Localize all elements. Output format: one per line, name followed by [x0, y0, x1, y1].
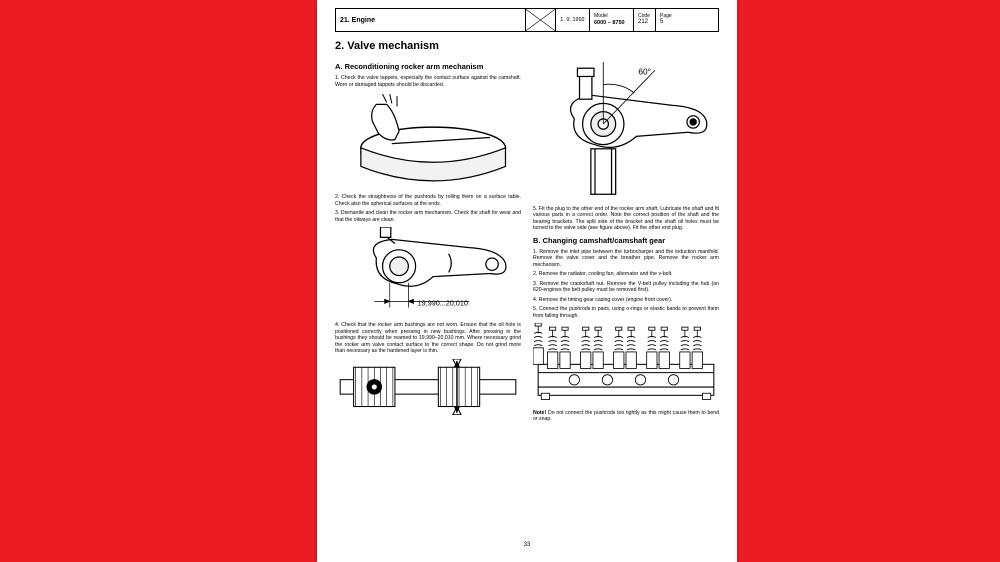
para-b4: 4. Remove the timing gear casing cover (…: [533, 297, 719, 304]
para-a5: 5. Fit the plug to the other end of the …: [533, 206, 719, 232]
note-paragraph: Note! Do not connect the pushrods too ti…: [533, 410, 719, 423]
para-b3: 3. Remove the crankshaft nut. Remove the…: [533, 281, 719, 294]
header-page: Page 5: [656, 9, 678, 31]
header-model: Model 6000 – 8750: [590, 9, 634, 31]
manual-page: 21. Engine 1. 9. 1992 Model 6000 – 8750 …: [317, 0, 737, 562]
para-a3: 3. Dismantle and clean the rocker arm me…: [335, 210, 521, 223]
para-b5: 5. Connect the pushrods in pairs, using …: [533, 306, 719, 319]
header-model-value: 6000 – 8750: [594, 20, 629, 26]
header-date: 1. 9. 1992: [556, 9, 590, 31]
page-title: 2. Valve mechanism: [335, 40, 719, 52]
figure-rocker-angle: 60°: [533, 62, 719, 202]
header-section: 21. Engine: [336, 9, 526, 31]
heading-b: B. Changing camshaft/camshaft gear: [533, 236, 719, 245]
dimension-label: 19,990...20,010: [418, 299, 468, 308]
para-a1: 1. Check the valve tappets, especially t…: [335, 75, 521, 88]
header-code: Code 212: [634, 9, 656, 31]
right-column: 60° 5. Fit the plug to the other end of …: [533, 58, 719, 426]
header-cross-icon: [526, 9, 556, 31]
figure-cylinder-head: [533, 323, 719, 406]
header-page-value: 5: [660, 19, 674, 26]
para-a4: 4. Check that the rocker arm bushings ar…: [335, 322, 521, 355]
note-text: Do not connect the pushrods too tightly …: [533, 410, 719, 423]
para-b2: 2. Remove the radiator, cooling fan, alt…: [533, 271, 719, 278]
page-number: 33: [335, 542, 719, 548]
header-table: 21. Engine 1. 9. 1992 Model 6000 – 8750 …: [335, 8, 719, 32]
para-b1: 1. Remove the inlet pipe between the tur…: [533, 249, 719, 269]
header-code-value: 212: [638, 19, 651, 26]
para-a2: 2. Check the straightness of the pushrod…: [335, 194, 521, 207]
left-column: A. Reconditioning rocker arm mechanism 1…: [335, 58, 521, 426]
figure-shaft-sections: [335, 359, 521, 416]
heading-a: A. Reconditioning rocker arm mechanism: [335, 62, 521, 71]
figure-rocker-dimension: 19,990...20,010: [335, 227, 521, 318]
angle-label: 60°: [638, 67, 650, 76]
figure-tappet-check: [335, 92, 521, 190]
note-label: Note!: [533, 410, 546, 416]
